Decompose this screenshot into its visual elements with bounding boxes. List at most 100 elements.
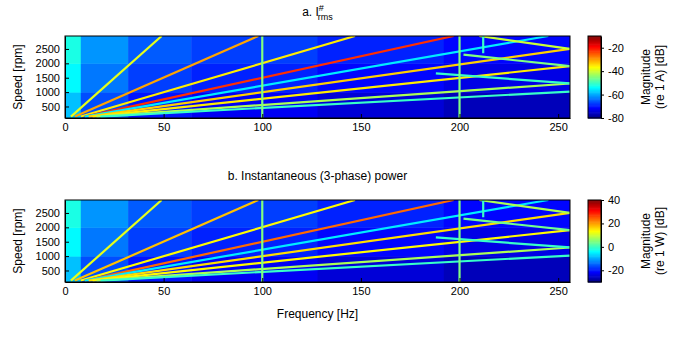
y-tick: 1000 [36, 86, 69, 98]
x-tick: 200 [451, 278, 469, 297]
x-tick-mark [460, 278, 461, 282]
colorbar-tick: -60 [601, 89, 624, 101]
colorbar-axis: -80-60-40-20 [601, 37, 624, 125]
colorbar-title: Magnitude [639, 49, 653, 105]
ridge-line [458, 200, 460, 282]
y-tick: 2500 [36, 43, 69, 55]
ridge-line [75, 200, 258, 281]
ridge-line [463, 219, 570, 231]
x-tick-label: 200 [451, 121, 469, 133]
y-tick: 1500 [36, 236, 69, 248]
title: b. Instantaneous (3-phase) power [228, 169, 407, 183]
x-tick-label: 0 [62, 121, 68, 133]
panel: 0 50 100 150 200 250 500 1000 1500 2000 2500 Speed … [11, 169, 667, 321]
heat-cell [318, 227, 445, 256]
y-axis-line [65, 201, 66, 283]
x-axis-line [66, 118, 571, 119]
colorbar-title: Magnitude [639, 213, 653, 269]
colorbar-frame [588, 36, 601, 118]
x-tick-label: 250 [549, 285, 567, 297]
colorbar-axis-line [601, 201, 602, 283]
x-tick-mark [164, 114, 165, 118]
x-tick-mark [361, 114, 362, 118]
colorbar-tick-mark [601, 270, 604, 271]
heat-cell [81, 36, 129, 64]
y-axis: 500 1000 1500 2000 2500 [36, 37, 69, 119]
heat-cell [318, 36, 445, 64]
colorbar-tick: 40 [601, 194, 620, 206]
y-tick-label: 500 [42, 265, 60, 277]
y-tick-label: 2500 [36, 207, 60, 219]
x-axis: 050100150200250 [62, 278, 570, 297]
x-tick-label: 100 [254, 285, 272, 297]
x-tick-mark [460, 114, 461, 118]
ridge-line [93, 230, 570, 280]
x-tick: 250 [549, 114, 567, 133]
heat-cell [191, 200, 318, 228]
x-axis: 0 50 100 150 200 250 [62, 114, 570, 133]
colorbar-tick: -80 [601, 112, 624, 124]
x-axis-title: Frequency [Hz] [277, 307, 358, 321]
colorbar-tick-label: 40 [608, 194, 620, 206]
x-tick: 50 [158, 278, 170, 297]
y-tick: 2000 [36, 221, 69, 233]
heat-cell [81, 200, 129, 228]
colorbar-tick-label: 0 [608, 241, 614, 253]
y-tick-mark [65, 270, 69, 271]
y-tick: 1000 [36, 250, 69, 262]
colorbar-tick-mark [601, 95, 604, 96]
ridge-line [458, 36, 460, 118]
y-tick: 500 [42, 101, 69, 113]
ridge-line [479, 36, 570, 49]
x-tick: 150 [352, 278, 370, 297]
heat-cell [65, 63, 81, 92]
heat-cell [318, 200, 445, 228]
ridge-line [479, 200, 570, 213]
y-tick-mark [65, 227, 69, 228]
y-axis-line [65, 37, 66, 119]
title-main: a. I [302, 5, 319, 19]
colorbar: -80-60-40-20Magnitude(re 1 A) [dB] [588, 36, 667, 124]
x-tick-label: 150 [352, 121, 370, 133]
x-tick-mark [558, 114, 559, 118]
colorbar-tick: 0 [601, 241, 614, 253]
x-tick: 100 [254, 114, 272, 133]
colorbar-tick-label: -20 [608, 264, 624, 276]
colorbar-tick-label: -80 [608, 112, 624, 124]
y-tick: 1500 [36, 72, 69, 84]
y-tick: 2000 [36, 57, 69, 69]
heat-cell [318, 63, 445, 92]
colorbar-title: (re 1 A) [dB] [653, 45, 667, 109]
x-tick-mark [262, 278, 263, 282]
y-tick-mark [65, 242, 69, 243]
heat-cell [65, 227, 81, 256]
y-axis-title: Speed [rpm] [11, 208, 25, 273]
x-tick: 100 [254, 278, 272, 297]
title: a. I#rms [302, 3, 333, 22]
y-tick-mark [65, 106, 69, 107]
y-tick-mark [65, 63, 69, 64]
panel: 0 50 100 150 200 250 500 1000 1500 2000 2500 Speed … [11, 3, 667, 133]
x-tick: 250 [549, 278, 567, 297]
colorbar-axis-line [601, 37, 602, 119]
ridge-line [463, 55, 570, 67]
x-tick-label: 200 [451, 285, 469, 297]
ridge-line [89, 49, 570, 117]
x-tick: 50 [158, 114, 170, 133]
heat-cell [81, 227, 129, 256]
y-tick-mark [65, 92, 69, 93]
colorbar-frame [588, 200, 601, 282]
ridge-line [261, 36, 263, 118]
ridge-line [436, 73, 570, 83]
colorbar-tick-mark [601, 118, 604, 119]
plot-area [65, 200, 570, 282]
heat-cell [191, 36, 318, 64]
colorbar-tick-mark [601, 48, 604, 49]
ridge-line [101, 92, 570, 117]
y-tick-label: 1500 [36, 72, 60, 84]
y-tick-label: 500 [42, 101, 60, 113]
colorbar-tick-mark [601, 223, 604, 224]
y-axis-title: Speed [rpm] [11, 44, 25, 109]
ridge-line [89, 213, 570, 281]
colorbar-tick: 20 [601, 217, 620, 229]
